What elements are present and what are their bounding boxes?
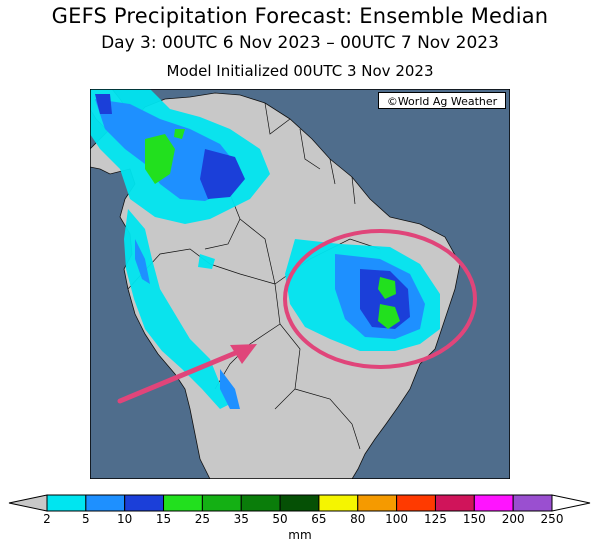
model-init-time: Model Initialized 00UTC 3 Nov 2023 [166,62,434,80]
legend-tick-label: 5 [82,512,90,526]
legend-unit: mm [288,528,312,542]
country-borders [127,102,381,450]
legend-swatch [240,494,281,512]
legend-tick-labels: 2 5 10 15 25 35 50 65 80 100 125 150 200 250 [0,512,600,528]
legend-tick-label: 35 [233,512,249,526]
legend-tick-label: 10 [117,512,133,526]
legend-tick-label: 125 [424,512,447,526]
legend-swatch [46,494,87,512]
legend-swatch [512,494,553,512]
legend-tick-label: 25 [194,512,211,526]
legend-tick-label: 15 [155,512,172,526]
legend-tick-label: 100 [385,512,409,526]
legend-tick-label: 65 [311,512,327,526]
legend-swatch [124,494,165,512]
legend-tick-label: 80 [350,512,366,526]
legend-tick-label: 150 [462,512,486,526]
legend-swatch [396,494,436,512]
legend-tick-label: 200 [501,512,525,526]
precip-very-heavy [145,129,400,329]
legend-over-triangle [551,494,591,512]
legend-tick-label: 250 [540,512,564,526]
legend-swatch [357,494,398,512]
highlight-arrow-head [230,344,257,364]
legend-swatch [318,494,359,512]
precip-map [90,89,510,479]
chart-title: GEFS Precipitation Forecast: Ensemble Me… [51,4,549,28]
credit-label: ©World Ag Weather [378,92,506,109]
highlight-arrow-shaft [117,346,248,404]
legend-swatch [434,494,475,512]
highlight-ellipse [283,229,477,369]
legend-swatch [163,494,203,512]
map-svg [90,89,510,479]
legend-swatch [473,494,514,512]
legend-tick-label: 50 [272,512,288,526]
forecast-period: Day 3: 00UTC 6 Nov 2023 – 00UTC 7 Nov 20… [101,33,499,53]
legend-swatch [279,494,320,512]
color-legend [8,494,591,512]
legend-under-triangle [8,494,48,512]
legend-tick-label: 2 [43,512,51,526]
legend-swatch [85,494,126,512]
legend-swatch [201,494,242,512]
